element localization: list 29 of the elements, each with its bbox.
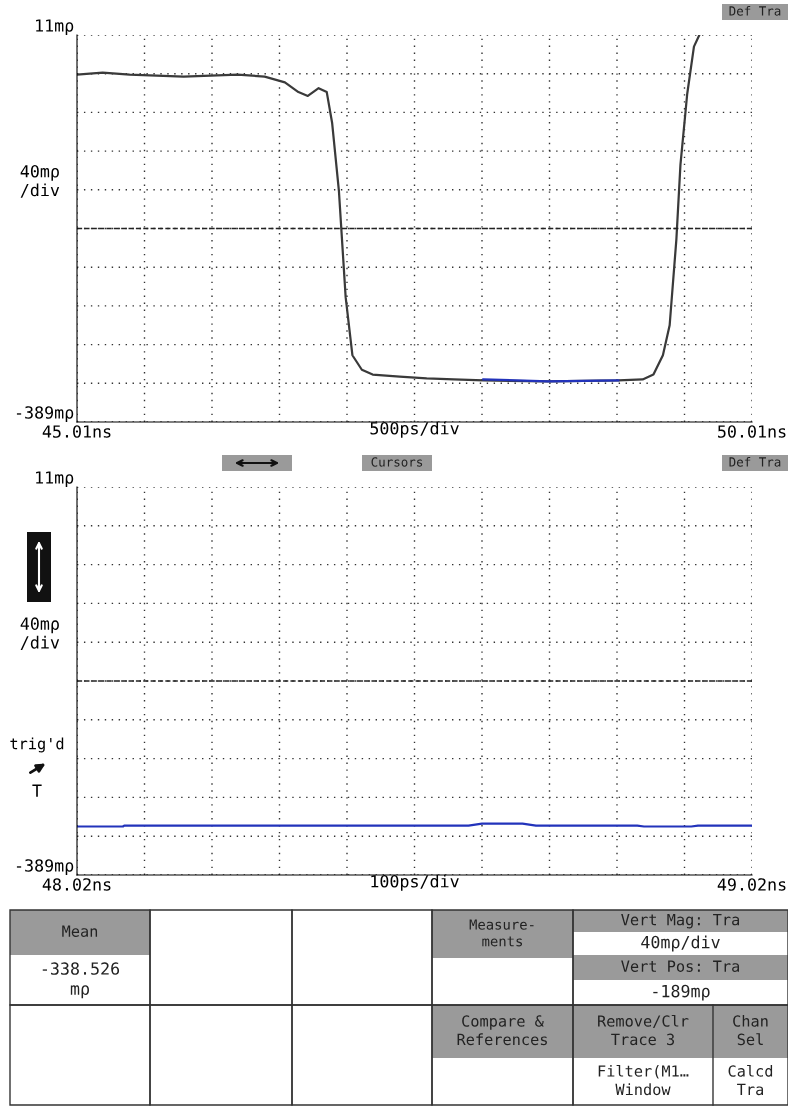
text: Def Tra <box>729 456 781 467</box>
y-axis-title: 40mρ /div <box>20 617 60 651</box>
y-tick-label: 11mρ <box>36 471 74 487</box>
x-tick-label: 50.01ns <box>718 425 786 438</box>
text: Remove/Clr Trace 3 <box>598 1014 689 1046</box>
text: Compare & References <box>457 1015 547 1046</box>
y-axis-title: 40mρ /div <box>20 164 60 198</box>
text: Def Tra <box>729 5 781 16</box>
x-tick-label: 45.01ns <box>42 425 111 438</box>
x-axis-title: 100ps/div <box>371 874 459 891</box>
text: Measure- ments <box>469 919 534 947</box>
text: Vert Pos: Tra <box>621 960 739 972</box>
y-tick-label: 11mρ <box>36 19 74 35</box>
x-tick-label: 49.02ns <box>717 878 786 891</box>
text: -338.526 mρ <box>42 962 120 999</box>
text: trig'd <box>10 737 64 753</box>
text: Filter(M1… Window <box>598 1064 689 1096</box>
text: Cursors <box>371 457 423 467</box>
text: T <box>32 784 42 797</box>
y-tick-label: -389mρ <box>16 859 74 875</box>
text: Mean <box>62 925 98 937</box>
text: -189mρ <box>653 984 710 1001</box>
text: 40mρ/div <box>641 935 720 952</box>
text: Chan Sel <box>733 1014 768 1046</box>
text: Calcd Tra <box>728 1064 773 1096</box>
x-tick-label: 48.02ns <box>42 878 111 891</box>
x-axis-title: 500ps/div <box>370 421 459 438</box>
text: Vert Mag: Tra <box>621 914 739 929</box>
y-tick-label: -389mρ <box>16 406 74 422</box>
